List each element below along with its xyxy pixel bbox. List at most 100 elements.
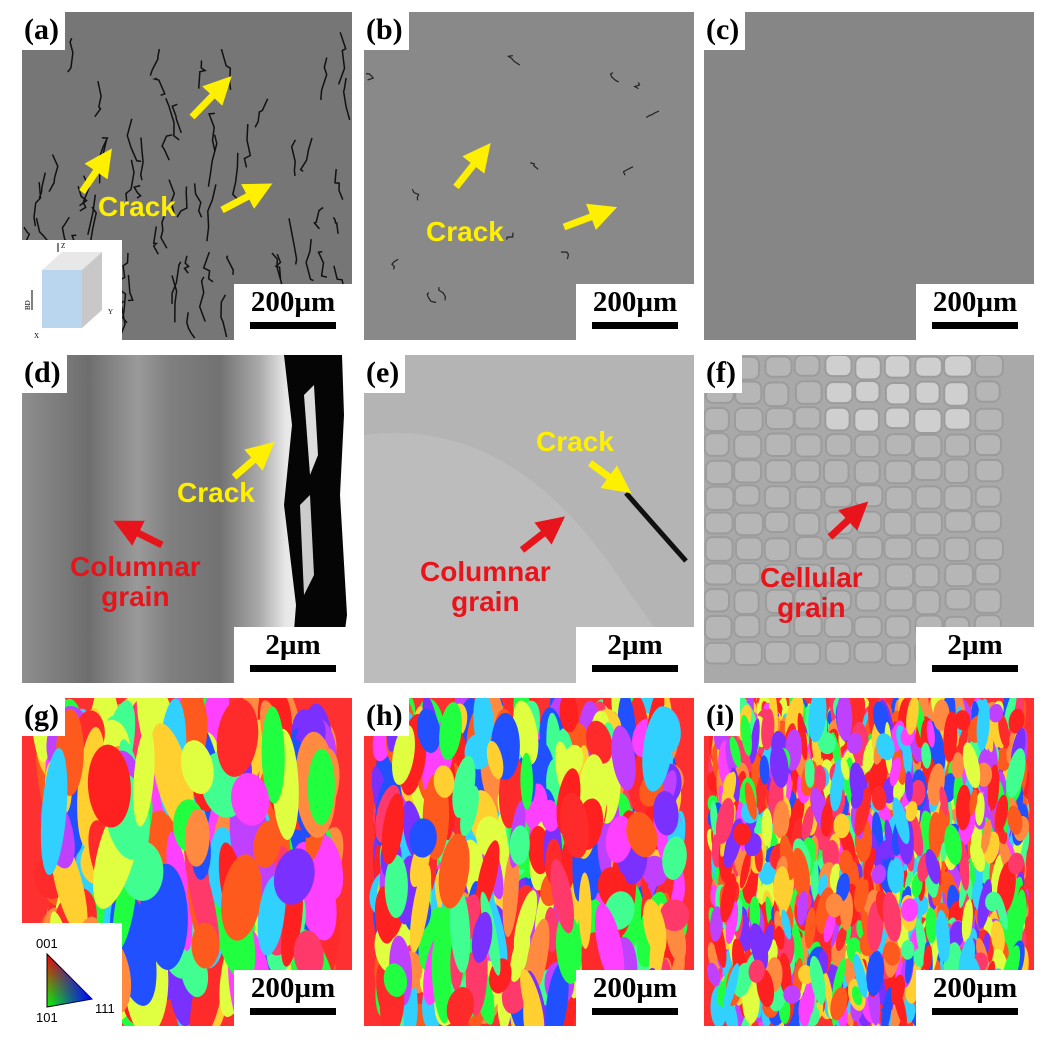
crack-line [33,182,42,227]
cell [824,406,851,432]
grain [814,764,827,792]
annotation-columnar-grain: Columnar grain [420,556,551,617]
cell [704,485,735,511]
svg-text:001: 001 [36,936,58,951]
grain [913,948,926,967]
cell [913,407,943,434]
cell [763,537,792,562]
grain [720,873,737,923]
grain [520,968,545,1026]
cell [733,407,764,433]
cell [884,381,912,406]
grain [866,950,885,997]
grain [431,936,452,1024]
grain [985,891,1002,912]
grain [961,899,973,943]
grain [439,702,463,761]
grain [840,757,850,781]
cell [704,562,734,586]
cell [763,640,792,665]
grain [231,773,270,826]
panel-label: (h) [364,698,409,736]
cell [733,484,761,507]
crack-line [313,206,324,230]
grain [762,924,774,955]
cell [793,641,822,666]
grain [449,885,471,973]
crack-line [160,216,168,249]
crack-line [206,184,217,242]
grain [995,794,1009,832]
cell [943,485,973,511]
cell [943,458,970,484]
scale-bar: 200µm [576,970,694,1026]
panel-f: Cellular grain (f) 2µm [704,355,1034,683]
crack-line [645,110,660,119]
cell [794,380,823,405]
cell [764,510,791,533]
scale-bar: 200µm [576,284,694,340]
cell [793,614,823,638]
grain [40,747,68,876]
svg-text:Y: Y [108,308,113,316]
grain [788,796,805,836]
crack-line [152,77,166,97]
cell [793,588,823,614]
grain [312,833,344,900]
grain [901,940,915,960]
panel-d: Crack Columnar grain (d) 2µm [22,355,352,683]
grain [932,740,941,764]
cell [794,485,823,512]
cell [854,380,881,404]
grain [876,733,895,761]
crack-line [411,188,420,201]
grain [835,926,847,951]
cell [884,406,912,430]
grain [811,732,822,772]
grain [801,806,814,842]
cell [974,433,1002,457]
cell [704,432,730,457]
grain [853,953,868,998]
scale-bar: 200µm [234,970,352,1026]
grain [641,855,669,887]
cell [884,563,915,589]
grain [744,782,757,820]
panel-b: Crack (b) 200µm [364,12,694,340]
grain [830,986,848,1021]
cell [914,589,941,616]
grain [733,822,752,846]
cell [853,615,883,639]
crack-line [391,258,399,270]
cell [943,355,973,378]
crack-line [176,186,188,218]
grain [409,864,432,953]
grain [868,757,888,797]
grain [850,786,864,809]
grain [759,755,770,785]
crack-line [171,261,182,304]
crack-line [225,255,234,275]
grain [605,815,633,863]
cell [974,562,1002,586]
grain [381,793,405,865]
cell [764,432,793,457]
grain [988,703,1004,723]
crack-line [152,226,159,255]
grain [969,788,978,816]
panel-e: Crack Columnar grain (e) 2µm [364,355,694,683]
cell [884,485,914,511]
cell [974,537,1004,562]
grain [452,755,476,818]
grain [809,955,826,1005]
grain [846,732,863,754]
crack-line [67,37,74,73]
grain [915,918,927,959]
cell [704,615,733,641]
panel-label: (e) [364,355,406,393]
grain [863,847,876,880]
annotation-crack: Crack [177,477,255,508]
cell [733,459,763,484]
cell [884,588,915,612]
grain [253,820,282,868]
